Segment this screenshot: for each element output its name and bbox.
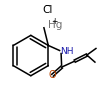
Text: NH: NH [61, 46, 74, 56]
Text: Hg: Hg [48, 20, 62, 30]
Text: Cl: Cl [42, 5, 52, 15]
Text: +: + [51, 17, 58, 26]
Text: −: − [44, 2, 51, 11]
Text: O: O [48, 70, 56, 80]
